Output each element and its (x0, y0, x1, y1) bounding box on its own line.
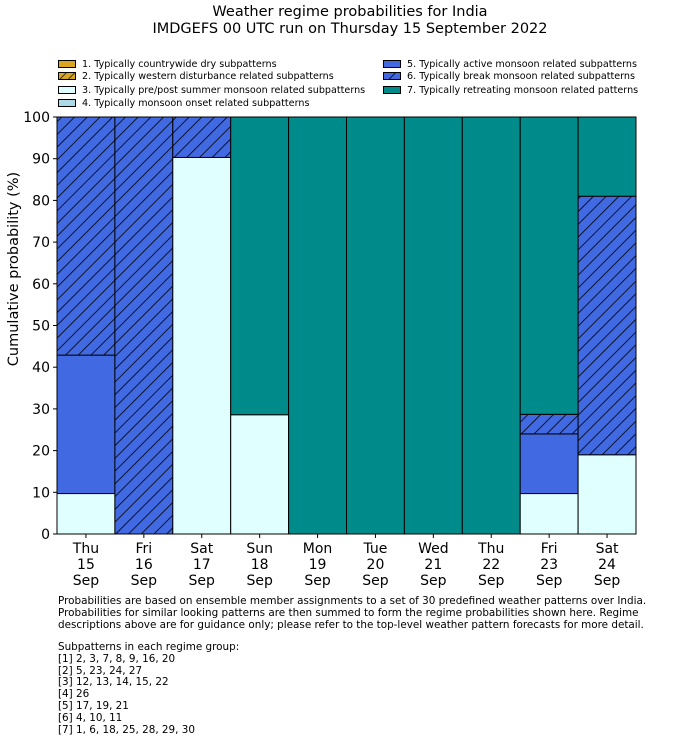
bar-segment-4-series-3 (230, 414, 290, 535)
legend-label-7: 7. Typically retreating monsoon related … (407, 85, 639, 96)
x-tick-label: Mon 19 Sep (303, 541, 333, 589)
legend-label-2: 2. Typically western disturbance related… (82, 71, 334, 82)
y-axis-label: Cumulative probability (%) (6, 172, 22, 366)
legend-swatch-6 (383, 72, 401, 80)
y-tick-label: 20 (32, 444, 50, 460)
bar-segment-9-series-6 (519, 413, 579, 435)
legend-swatch-3 (58, 86, 76, 94)
chart-title: Weather regime probabilities for India I… (0, 4, 700, 38)
subpattern-5: [5] 17, 19, 21 (58, 699, 129, 712)
notes: Probabilities are based on ensemble memb… (58, 595, 646, 631)
y-axis: 0 10 20 30 40 50 60 70 80 90 100 (23, 110, 57, 543)
subpattern-7: [7] 1, 6, 18, 25, 28, 29, 30 (58, 723, 195, 736)
legend-swatch-4 (58, 99, 76, 107)
bar-segment-1-series-5 (56, 354, 116, 495)
legend-swatch-1 (58, 60, 76, 68)
legend-label-6: 6. Typically break monsoon related subpa… (407, 71, 635, 82)
bar-segment-2-series-6 (114, 116, 174, 535)
y-tick-label: 0 (41, 527, 50, 543)
y-tick-label: 40 (32, 360, 50, 376)
x-tick-label: Sat 17 Sep (189, 541, 216, 589)
x-tick-label: Wed 21 Sep (418, 541, 449, 589)
bar-segment-7-series-7 (403, 116, 463, 535)
note-line-2: Probabilities for similar looking patter… (58, 607, 639, 619)
legend-swatch-2 (58, 72, 76, 80)
bar-segment-1-series-6 (56, 116, 116, 356)
note-line-3: descriptions above are for guidance only… (58, 619, 644, 631)
note-line-1: Probabilities are based on ensemble memb… (58, 595, 647, 607)
legend-label-3: 3. Typically pre/post summer monsoon rel… (82, 85, 366, 96)
bar-segment-1-series-3 (56, 493, 116, 535)
x-tick-label: Tue 20 Sep (362, 541, 389, 589)
bar-segment-3-series-6 (172, 116, 232, 158)
subpattern-1: [1] 2, 3, 7, 8, 9, 16, 20 (58, 652, 176, 665)
subpattern-2: [2] 5, 23, 24, 27 (58, 664, 143, 677)
legend-swatch-5 (383, 60, 401, 68)
regime-probability-chart: 0 10 20 30 40 50 60 70 80 90 100 Thu 15 Sep Fri 16 Sep S… (6, 110, 637, 589)
subpattern-3: [3] 12, 13, 14, 15, 22 (58, 676, 169, 689)
bar-segment-10-series-3 (577, 454, 637, 535)
title-line-2: IMDGEFS 00 UTC run on Thursday 15 Septem… (152, 21, 548, 37)
y-tick-label: 10 (32, 485, 50, 501)
subpattern-6: [6] 4, 10, 11 (58, 711, 123, 724)
bar-segment-3-series-3 (172, 156, 232, 535)
subpatterns: Subpatterns in each regime group: [1] 2,… (58, 641, 240, 736)
x-tick-label: Thu 22 Sep (477, 541, 504, 589)
bar-segment-9-series-3 (519, 493, 579, 535)
y-tick-label: 90 (32, 152, 50, 168)
legend-label-4: 4. Typically monsoon onset related subpa… (82, 98, 310, 109)
bar-segment-6-series-7 (346, 116, 405, 535)
legend-swatch-7 (383, 86, 401, 94)
y-tick-label: 70 (32, 235, 50, 251)
bars-layer (56, 116, 637, 535)
x-tick-label: Fri 23 Sep (536, 541, 563, 589)
y-tick-label: 60 (32, 277, 50, 293)
y-tick-label: 80 (32, 193, 50, 209)
legend-label-5: 5. Typically active monsoon related subp… (407, 59, 637, 70)
y-tick-label: 50 (32, 319, 50, 335)
bar-segment-4-series-7 (230, 116, 290, 416)
y-tick-label: 30 (32, 402, 50, 418)
bar-segment-10-series-7 (577, 116, 637, 197)
y-tick-label: 100 (23, 110, 50, 126)
bar-segment-9-series-5 (519, 433, 579, 495)
subpatterns-title: Subpatterns in each regime group: (58, 641, 240, 653)
x-tick-label: Fri 16 Sep (131, 541, 158, 589)
x-axis: Thu 15 Sep Fri 16 Sep Sat 17 Sep Sun 18 Sep Mon 19 Sep… (72, 534, 621, 589)
bar-segment-5-series-7 (288, 116, 348, 535)
title-line-1: Weather regime probabilities for India (212, 4, 488, 20)
legend-label-1: 1. Typically countrywide dry subpatterns (82, 59, 277, 70)
x-tick-label: Thu 15 Sep (72, 541, 99, 589)
subpattern-4: [4] 26 (58, 688, 90, 701)
bar-segment-10-series-6 (577, 195, 637, 456)
bar-segment-9-series-7 (519, 116, 579, 415)
x-tick-label: Sun 18 Sep (246, 541, 273, 589)
x-tick-label: Sat 24 Sep (594, 541, 621, 589)
bar-segment-8-series-7 (461, 116, 521, 535)
